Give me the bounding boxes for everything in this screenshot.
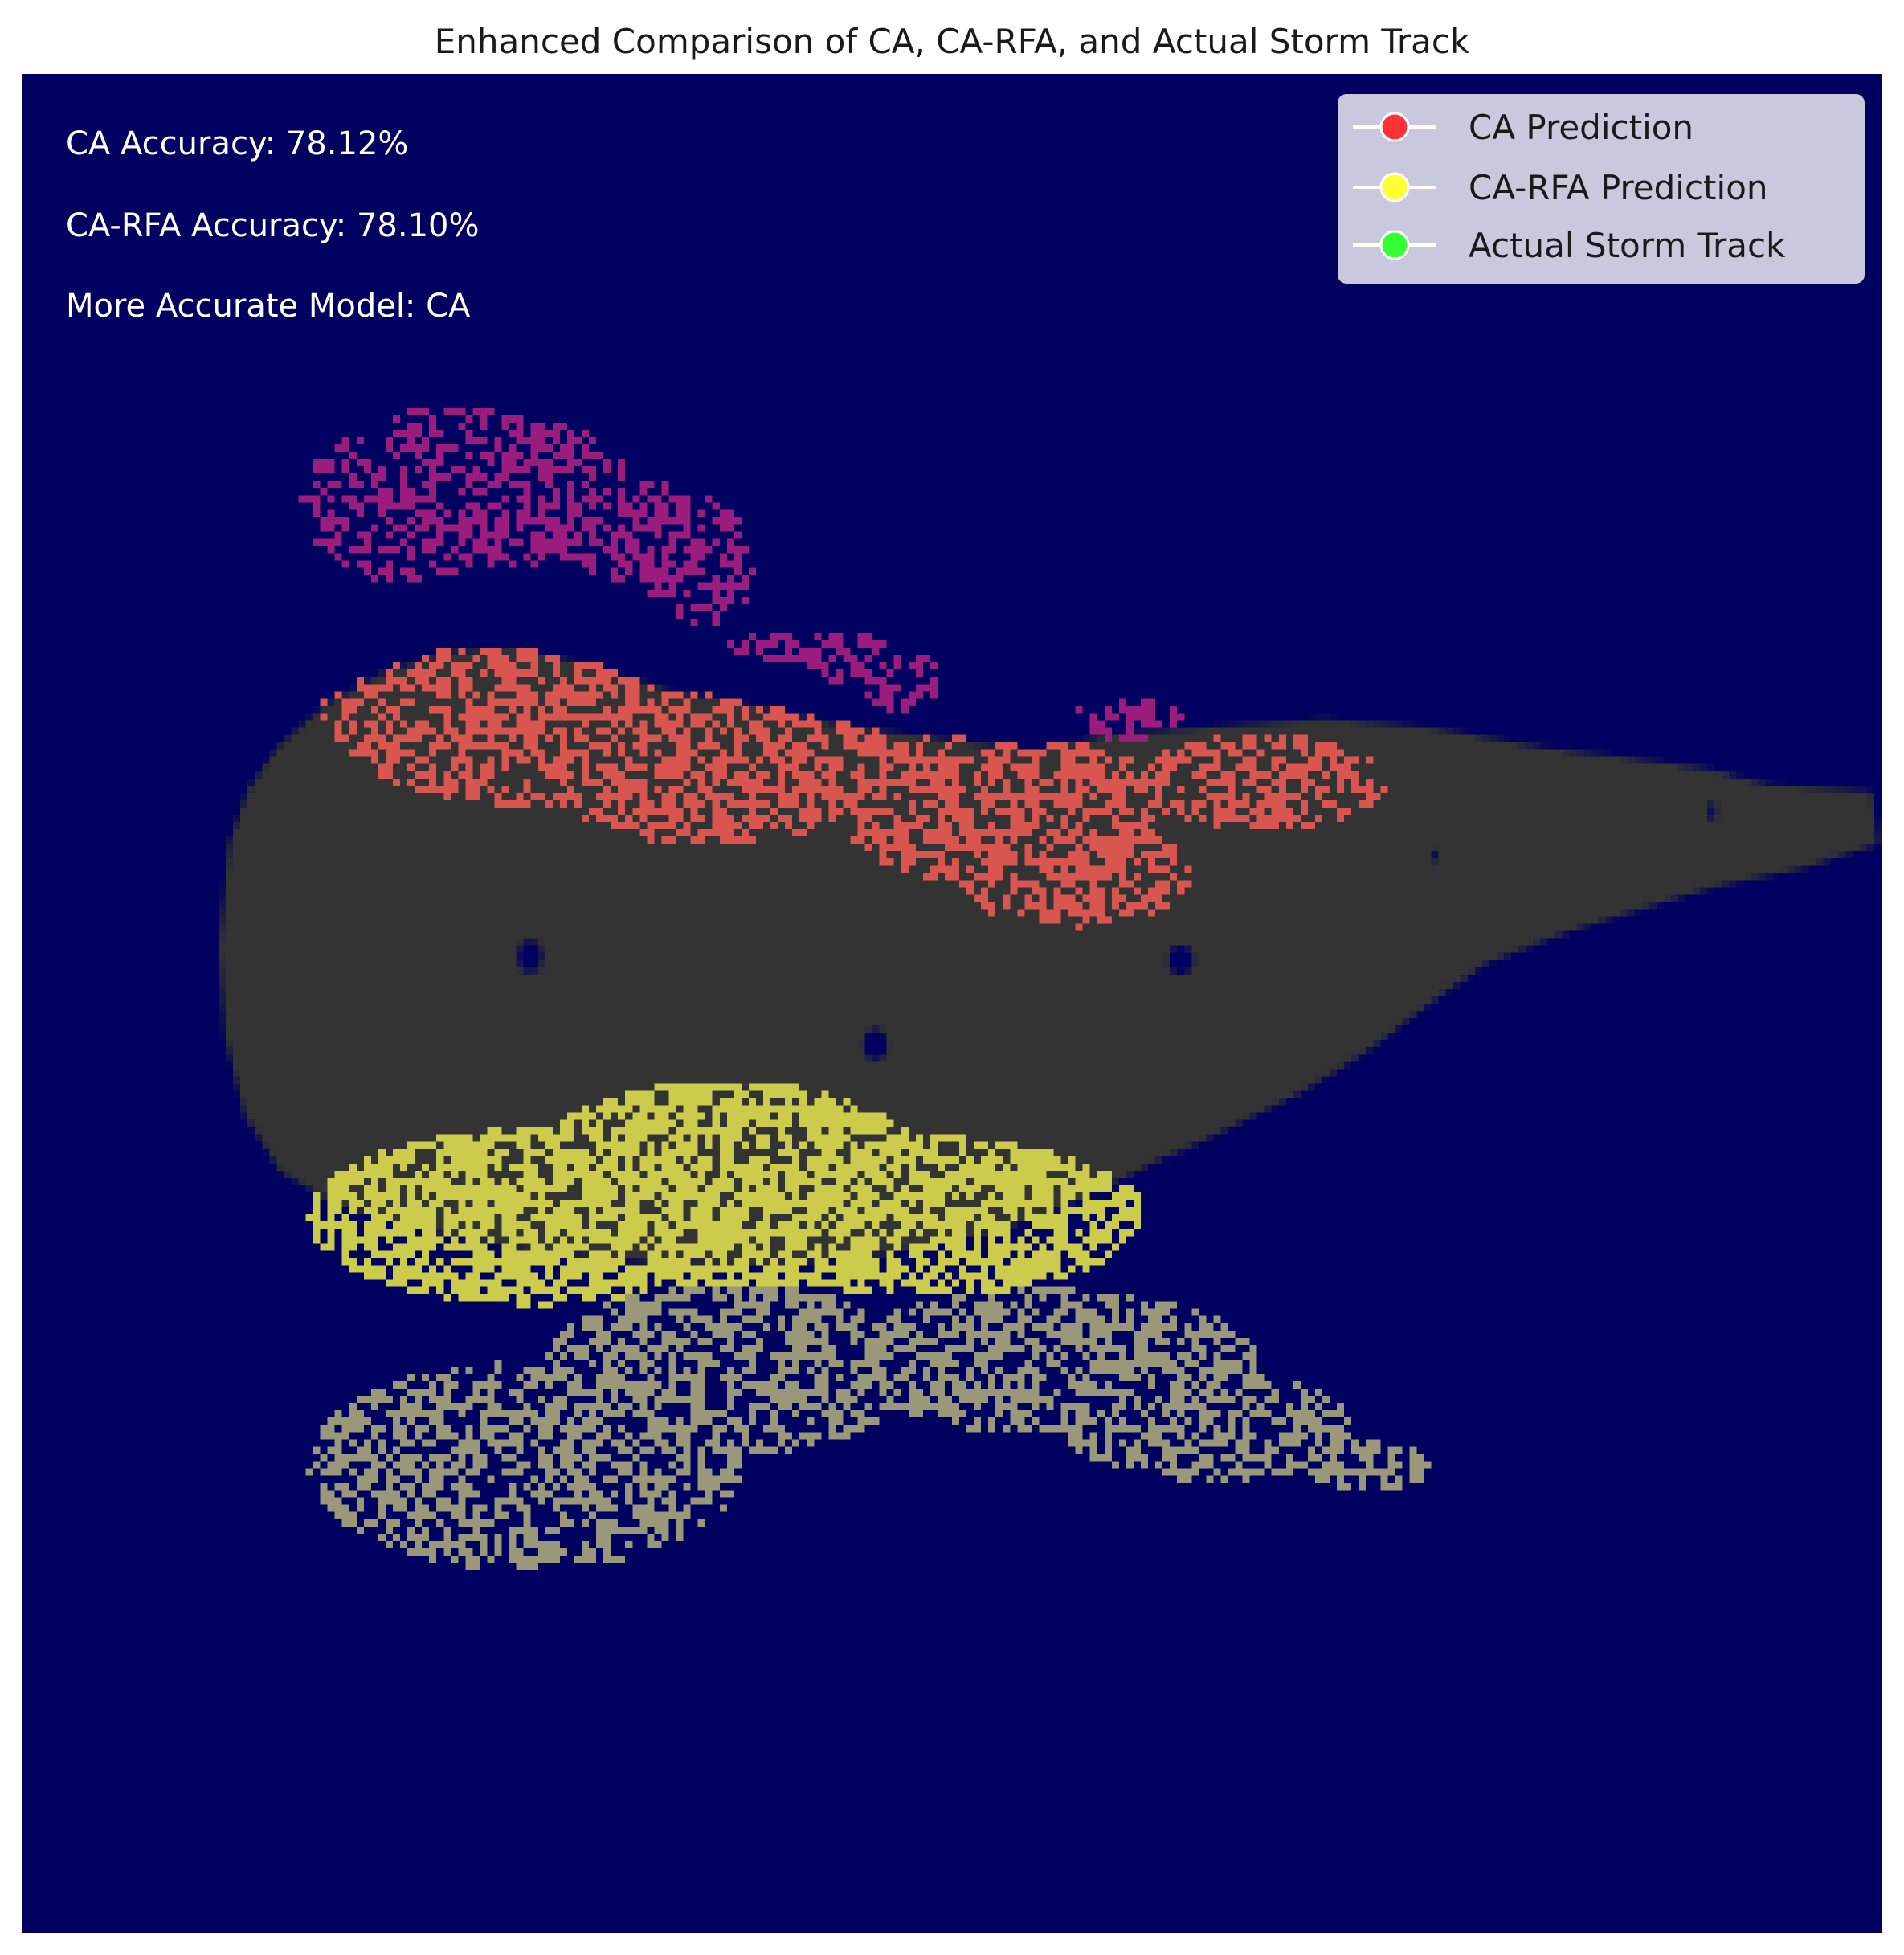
ca-accuracy-annotation: CA Accuracy: 78.12% bbox=[66, 125, 408, 162]
legend-label-ca-rfa: CA-RFA Prediction bbox=[1469, 168, 1768, 207]
plot-area bbox=[22, 74, 1882, 1933]
legend-marker-actual-track bbox=[1379, 230, 1410, 260]
chart-title: Enhanced Comparison of CA, CA-RFA, and A… bbox=[435, 22, 1470, 61]
legend-marker-ca-rfa bbox=[1379, 172, 1410, 202]
accuracy-annotations: CA Accuracy: 78.12% CA-RFA Accuracy: 78.… bbox=[66, 125, 479, 325]
legend-label-ca: CA Prediction bbox=[1469, 108, 1694, 147]
storm-track-grid bbox=[22, 74, 1882, 1933]
legend: CA Prediction CA-RFA Prediction Actual S… bbox=[1338, 94, 1865, 284]
ca-rfa-accuracy-annotation: CA-RFA Accuracy: 78.10% bbox=[66, 207, 479, 244]
legend-label-actual-track: Actual Storm Track bbox=[1469, 226, 1786, 265]
legend-entry-actual-track: Actual Storm Track bbox=[1353, 226, 1786, 265]
legend-box bbox=[1338, 94, 1865, 284]
legend-entry-ca-rfa: CA-RFA Prediction bbox=[1353, 168, 1768, 207]
legend-entry-ca: CA Prediction bbox=[1353, 108, 1694, 147]
legend-marker-ca bbox=[1379, 112, 1410, 142]
more-accurate-model-annotation: More Accurate Model: CA bbox=[66, 288, 471, 325]
storm-track-raster bbox=[22, 74, 1882, 1933]
